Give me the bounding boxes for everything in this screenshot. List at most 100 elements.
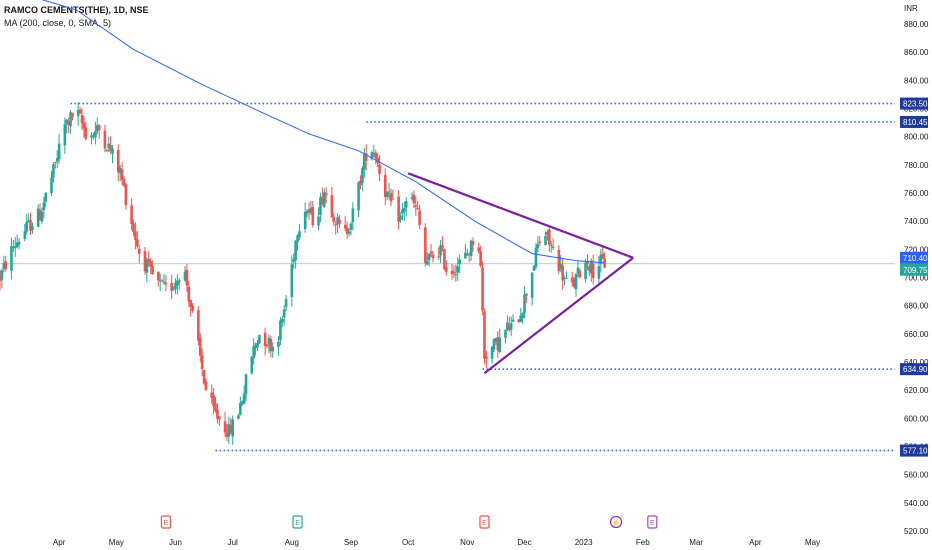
candle-body bbox=[0, 270, 4, 280]
candle bbox=[574, 272, 578, 297]
candle bbox=[94, 121, 97, 145]
candle-body bbox=[225, 432, 229, 438]
candle-body bbox=[31, 226, 34, 230]
candle bbox=[202, 369, 206, 386]
candle bbox=[27, 213, 30, 223]
candle-body bbox=[298, 231, 301, 238]
candle-body bbox=[578, 270, 582, 277]
candle bbox=[465, 249, 469, 256]
candle bbox=[225, 423, 229, 442]
candle bbox=[343, 215, 347, 232]
candle-body bbox=[118, 167, 122, 174]
candle bbox=[147, 251, 151, 267]
candle bbox=[445, 260, 448, 276]
candle-body bbox=[471, 241, 475, 245]
candle-body bbox=[132, 223, 135, 232]
candle-body bbox=[210, 392, 214, 398]
y-tick-label: 760.00 bbox=[904, 189, 929, 198]
candle bbox=[576, 261, 580, 278]
candle-body bbox=[67, 122, 70, 126]
candle-body bbox=[404, 201, 408, 208]
candle-body bbox=[456, 266, 460, 273]
candle bbox=[361, 166, 364, 192]
triangle-upper-line bbox=[407, 172, 634, 259]
candle-body bbox=[198, 338, 202, 356]
candle-body bbox=[311, 206, 315, 226]
candle bbox=[212, 388, 215, 415]
candle bbox=[124, 182, 128, 211]
candle bbox=[467, 252, 471, 263]
candle-body bbox=[490, 346, 494, 359]
candle-body bbox=[494, 337, 498, 342]
candle bbox=[479, 245, 482, 268]
candle-body bbox=[267, 337, 271, 344]
candle bbox=[544, 231, 547, 246]
candle bbox=[55, 150, 59, 169]
candle-body bbox=[507, 324, 511, 331]
candle-body bbox=[54, 161, 57, 163]
candle-body bbox=[359, 180, 362, 186]
candle bbox=[256, 339, 259, 352]
candle bbox=[82, 116, 86, 138]
candle bbox=[546, 229, 549, 241]
candle bbox=[176, 274, 179, 295]
candle-body bbox=[425, 261, 429, 265]
candle bbox=[418, 204, 421, 230]
candle bbox=[183, 266, 187, 282]
candle bbox=[10, 237, 13, 280]
candle-body bbox=[504, 329, 507, 338]
candle-body bbox=[334, 224, 337, 226]
candle bbox=[534, 242, 538, 269]
last-price-tag: 709.75 bbox=[903, 266, 928, 275]
candle bbox=[345, 221, 349, 239]
candle-body bbox=[258, 335, 261, 344]
candle-body bbox=[603, 258, 606, 268]
level-tag: 634.90 bbox=[903, 365, 928, 374]
candle bbox=[305, 209, 309, 218]
candle-body bbox=[565, 277, 568, 279]
candle bbox=[54, 161, 57, 169]
candle bbox=[44, 192, 48, 208]
candle bbox=[223, 411, 227, 437]
candle-body bbox=[231, 419, 234, 437]
candle-body bbox=[269, 338, 273, 352]
candle bbox=[279, 316, 282, 346]
candle-body bbox=[50, 177, 53, 193]
candle bbox=[52, 162, 55, 183]
candle bbox=[443, 248, 446, 271]
candle bbox=[29, 213, 32, 236]
candle-body bbox=[477, 247, 481, 252]
candle-body bbox=[57, 143, 61, 160]
candle bbox=[151, 260, 154, 275]
candle bbox=[511, 314, 515, 322]
x-tick-label: Oct bbox=[402, 538, 415, 547]
candle bbox=[17, 238, 21, 250]
candle bbox=[263, 327, 267, 356]
candle-body bbox=[372, 153, 376, 155]
candle-body bbox=[271, 346, 275, 352]
candle-body bbox=[416, 208, 420, 210]
candle-body bbox=[332, 217, 336, 223]
last-price-tag-bg bbox=[900, 263, 928, 276]
x-tick-label: Apr bbox=[53, 538, 66, 547]
candle-body bbox=[591, 263, 595, 279]
candle-body bbox=[391, 198, 395, 200]
candle-body bbox=[63, 124, 67, 146]
candle-body bbox=[397, 196, 400, 222]
candle-body bbox=[212, 395, 215, 407]
candle bbox=[403, 201, 406, 221]
candle bbox=[469, 239, 473, 262]
candle bbox=[31, 222, 34, 234]
candle-body bbox=[364, 153, 368, 161]
event-marker-badge bbox=[160, 515, 172, 529]
candle-body bbox=[44, 192, 48, 202]
candle-body bbox=[467, 253, 471, 255]
candle-body bbox=[80, 115, 84, 124]
candle bbox=[372, 144, 376, 158]
event-marker: ⚡ bbox=[609, 515, 623, 529]
candle-body bbox=[523, 294, 526, 314]
candle-body bbox=[134, 231, 137, 241]
candle-body bbox=[599, 254, 603, 264]
candle bbox=[370, 150, 374, 161]
